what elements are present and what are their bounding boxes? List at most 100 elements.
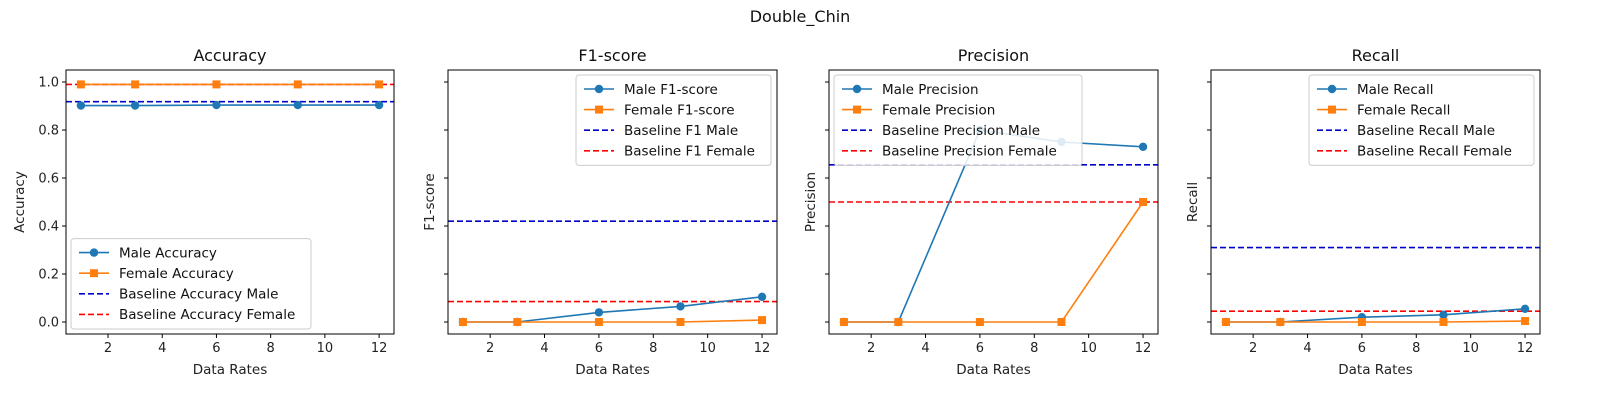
data-point-female — [676, 318, 685, 326]
x-tick-label: 4 — [158, 341, 166, 356]
data-point-male — [1520, 304, 1530, 313]
legend-label: Baseline Accuracy Female — [119, 307, 295, 323]
y-tick-label: 0.6 — [38, 172, 59, 187]
chart-panel-1: 2 4 6 8 10 12 0.0 0.2 0.4 0.6 0.8 1.0 Accuracy Data R… — [12, 46, 395, 378]
x-tick-label: 10 — [699, 341, 716, 356]
series-line-female — [843, 201, 1144, 323]
y-axis-label: F1-score — [422, 173, 438, 231]
legend-label: Male Precision — [882, 82, 979, 98]
legend: Male Recall Female Recall Baseline Recall … — [1308, 74, 1535, 166]
series-line-male — [462, 296, 763, 323]
data-point-male — [676, 302, 685, 311]
data-point-male — [1138, 142, 1148, 151]
chart-title: F1-score — [578, 46, 646, 65]
x-tick-label: 2 — [104, 341, 112, 356]
data-point-female — [894, 318, 903, 326]
x-axis-label: Data Rates — [1338, 362, 1413, 378]
figure-suptitle: Double_Chin — [750, 7, 851, 27]
legend-marker — [853, 105, 861, 114]
legend-marker — [1328, 105, 1336, 114]
data-point-female — [212, 80, 221, 89]
chart-panel-3: 2 4 6 8 10 12 Precision Data Rates Precision Male… — [803, 46, 1159, 378]
data-point-female — [1521, 317, 1530, 326]
y-tick-label: 0.2 — [38, 268, 59, 283]
legend-box — [70, 238, 312, 330]
data-point-female — [839, 318, 848, 326]
data-point-female — [76, 80, 85, 89]
x-tick-label: 6 — [212, 341, 220, 356]
data-point-male — [594, 308, 604, 317]
x-tick-label: 10 — [1462, 341, 1479, 356]
legend-label: Female Accuracy — [119, 266, 234, 282]
y-tick-label: 1.0 — [38, 76, 59, 91]
legend-label: Baseline F1 Female — [624, 144, 755, 160]
legend-marker — [89, 248, 99, 257]
chart-title: Precision — [958, 46, 1029, 65]
x-tick-label: 4 — [921, 341, 929, 356]
legend-label: Baseline Recall Male — [1357, 123, 1495, 139]
y-axis-label: Accuracy — [12, 171, 28, 233]
data-point-female — [1057, 318, 1066, 326]
chart-panels: 2 4 6 8 10 12 0.0 0.2 0.4 0.6 0.8 1.0 Accuracy Data R… — [12, 46, 1541, 378]
x-tick-label: 12 — [1135, 341, 1152, 356]
x-tick-label: 6 — [976, 341, 984, 356]
data-point-female — [1439, 318, 1448, 326]
x-tick-label: 2 — [867, 341, 875, 356]
legend-box — [575, 74, 772, 166]
y-tick-label: 0.8 — [38, 124, 59, 139]
legend: Male Accuracy Female Accuracy Baseline Acc… — [70, 238, 312, 330]
data-point-male — [76, 101, 86, 110]
data-point-female — [131, 80, 140, 89]
x-tick-label: 10 — [317, 341, 334, 356]
series-line-female — [462, 319, 763, 323]
x-tick-label: 4 — [1303, 341, 1311, 356]
legend-label: Male F1-score — [624, 82, 718, 98]
data-point-female — [1276, 318, 1285, 326]
data-point-female — [458, 318, 467, 326]
data-point-female — [1139, 198, 1148, 206]
data-point-female — [293, 80, 302, 89]
legend-marker — [1327, 84, 1337, 94]
legend-label: Female Precision — [882, 102, 995, 118]
x-tick-label: 12 — [1517, 341, 1534, 356]
x-tick-label: 8 — [267, 341, 275, 356]
legend-label: Baseline Precision Male — [882, 123, 1040, 139]
legend-box — [1308, 74, 1535, 166]
legend-marker — [594, 84, 604, 94]
data-point-female — [1221, 318, 1230, 326]
x-tick-label: 4 — [540, 341, 548, 356]
data-point-female — [758, 316, 767, 325]
x-tick-label: 2 — [486, 341, 494, 356]
y-tick-label: 0.0 — [38, 316, 59, 331]
data-point-male — [374, 100, 384, 110]
chart-panel-4: 2 4 6 8 10 12 Recall Data Rates Recall Male Recal… — [1185, 46, 1541, 378]
x-tick-label: 8 — [649, 341, 657, 356]
legend: Male F1-score Female F1-score Baseline F1 … — [575, 74, 772, 166]
axes-frame — [1210, 69, 1541, 335]
legend-marker — [90, 269, 98, 278]
data-point-male — [293, 100, 302, 110]
axes-frame — [447, 69, 778, 335]
x-tick-label: 12 — [754, 341, 771, 356]
legend-label: Baseline Precision Female — [882, 144, 1057, 160]
legend-marker — [852, 84, 862, 94]
y-tick-label: 0.4 — [38, 220, 59, 235]
chart-title: Accuracy — [193, 46, 266, 65]
legend-box — [833, 74, 1083, 166]
data-point-male — [212, 100, 221, 110]
legend-label: Male Recall — [1357, 82, 1434, 98]
data-point-male — [1439, 310, 1448, 319]
y-axis-label: Precision — [803, 172, 819, 232]
legend: Male Precision Female Precision Baseline P… — [833, 74, 1083, 166]
x-tick-label: 6 — [1358, 341, 1366, 356]
chart-panel-2: 2 4 6 8 10 12 F1-score Data Rates F1-score Male F… — [422, 46, 778, 378]
x-axis-label: Data Rates — [956, 362, 1031, 378]
data-point-female — [375, 80, 384, 89]
data-point-male — [757, 292, 767, 301]
x-tick-label: 8 — [1412, 341, 1420, 356]
x-tick-label: 2 — [1249, 341, 1257, 356]
x-axis-label: Data Rates — [193, 362, 268, 378]
series-line-female — [1225, 320, 1526, 323]
chart-title: Recall — [1352, 46, 1400, 65]
